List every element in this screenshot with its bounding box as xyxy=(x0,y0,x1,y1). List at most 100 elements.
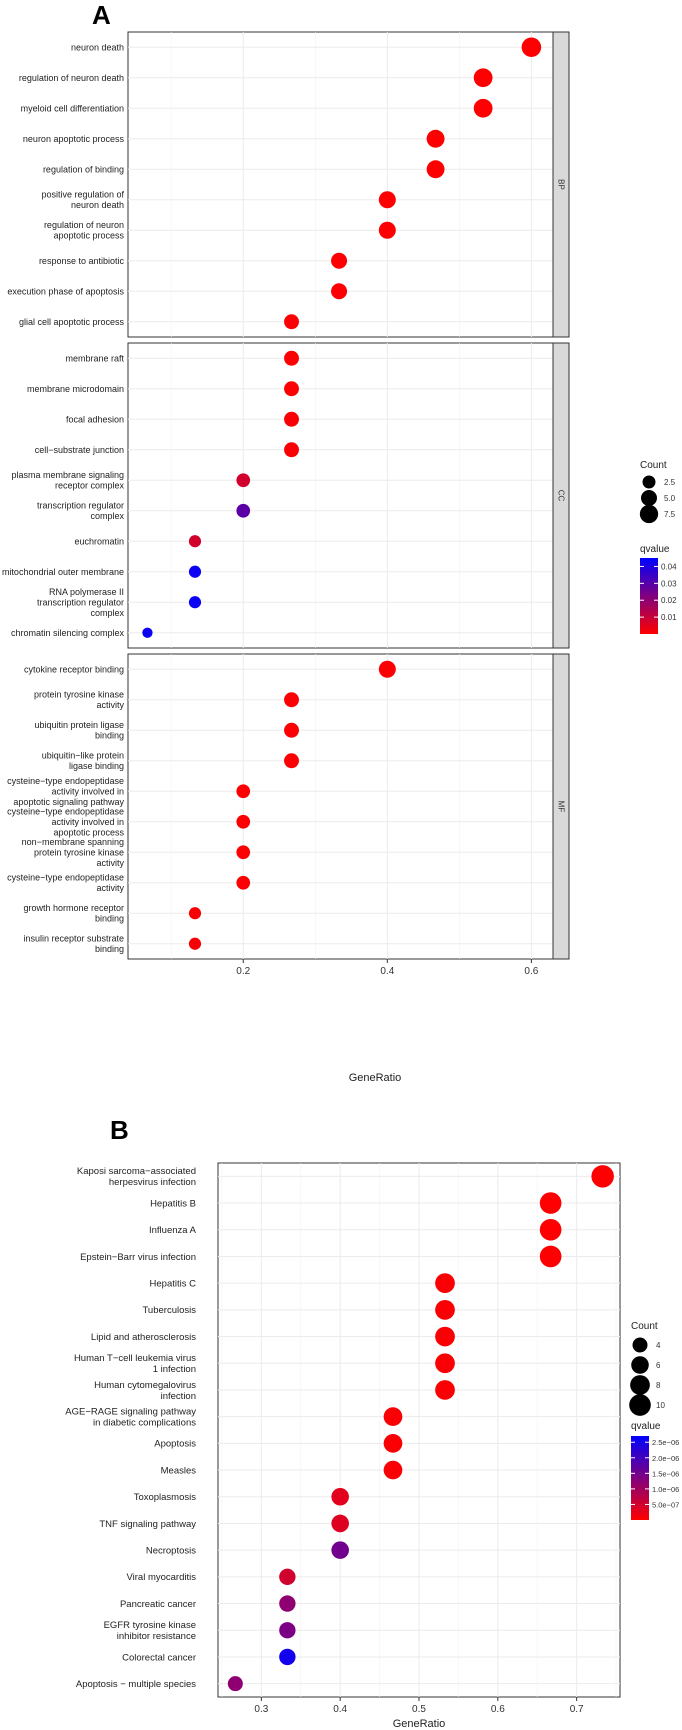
data-point xyxy=(284,692,299,708)
data-point xyxy=(188,937,202,950)
colorbar-label: 1.5e−06 xyxy=(652,1469,679,1478)
term-label: activity xyxy=(96,883,124,893)
term-label: Influenza A xyxy=(149,1225,197,1236)
size-legend-dot xyxy=(631,1356,649,1374)
term-label: infection xyxy=(161,1391,196,1402)
colorbar-label: 0.03 xyxy=(661,579,677,588)
data-point xyxy=(473,68,493,88)
data-point xyxy=(188,565,202,578)
size-legend-dot xyxy=(642,475,656,489)
data-point xyxy=(473,98,493,118)
facet-strip xyxy=(552,653,570,960)
term-label: binding xyxy=(95,914,124,924)
data-point xyxy=(236,875,251,890)
term-label: focal adhesion xyxy=(66,414,124,424)
colorbar-label: 1.0e−06 xyxy=(652,1485,679,1494)
data-point xyxy=(279,1595,296,1612)
term-label: plasma membrane signaling xyxy=(11,470,124,480)
term-label: regulation of neuron death xyxy=(19,73,124,83)
term-label: RNA polymerase II xyxy=(49,587,124,597)
term-label: positive regulation of xyxy=(41,190,124,200)
term-label: ligase binding xyxy=(69,761,124,771)
term-label: cysteine−type endopeptidase xyxy=(7,806,124,816)
facet-strip-label: BP xyxy=(557,179,566,190)
term-label: transcription regulator xyxy=(37,501,124,511)
data-point xyxy=(236,473,251,488)
data-point xyxy=(383,1407,403,1426)
panel-a: A neuron death regulation of neuron death… xyxy=(2,0,677,1084)
facet-panel xyxy=(127,342,554,649)
term-label: complex xyxy=(90,608,124,618)
data-point xyxy=(284,442,299,458)
term-label: membrane raft xyxy=(65,353,124,363)
data-point xyxy=(331,283,348,300)
term-label: regulation of neuron xyxy=(44,220,124,230)
term-label: apoptotic process xyxy=(53,231,124,241)
term-label: euchromatin xyxy=(74,536,124,546)
term-label: membrane microdomain xyxy=(27,384,124,394)
facet-strip-label: CC xyxy=(557,490,566,502)
term-label: ubiquitin−like protein xyxy=(42,751,124,761)
data-point xyxy=(331,1487,349,1506)
term-label: Pancreatic cancer xyxy=(120,1599,196,1610)
size-legend-dot xyxy=(641,490,657,506)
data-point xyxy=(284,314,299,330)
term-label: Hepatitis C xyxy=(150,1278,197,1289)
term-label: Apoptosis xyxy=(154,1439,196,1450)
term-label: cytokine receptor binding xyxy=(24,664,124,674)
panel-b-grid xyxy=(218,1163,620,1697)
data-point xyxy=(284,381,299,397)
term-label: transcription regulator xyxy=(37,597,124,607)
panel-a-size-legend-title: Count xyxy=(640,460,667,471)
data-point xyxy=(426,160,445,179)
size-legend-dot xyxy=(629,1394,651,1416)
size-legend-label: 7.5 xyxy=(664,510,676,519)
term-label: activity involved in xyxy=(51,786,124,796)
panel-b-color-legend: qvalue 5.0e−07 1.0e−06 1.5e−06 2.0e−06 2.5e−… xyxy=(631,1421,679,1520)
term-label: Lipid and atherosclerosis xyxy=(91,1332,196,1343)
term-label: herpesvirus infection xyxy=(109,1177,196,1188)
data-point xyxy=(591,1165,614,1188)
term-label: Kaposi sarcoma−associated xyxy=(77,1166,196,1177)
colorbar-label: 5.0e−07 xyxy=(652,1500,679,1509)
term-label: protein tyrosine kinase xyxy=(34,690,124,700)
panel-a-size-legend: Count 2.5 5.0 7.5 xyxy=(639,460,676,524)
x-tick-label: 0.6 xyxy=(491,1704,505,1715)
term-label: insulin receptor substrate xyxy=(23,934,124,944)
term-label: non−membrane spanning xyxy=(22,837,124,847)
term-label: complex xyxy=(90,511,124,521)
term-label: protein tyrosine kinase xyxy=(34,847,124,857)
panel-b-size-legend-title: Count xyxy=(631,1321,658,1332)
term-label: neuron apoptotic process xyxy=(23,134,125,144)
term-label: glial cell apoptotic process xyxy=(19,317,125,327)
panel-a-color-legend: qvalue 0.01 0.02 0.03 0.04 xyxy=(640,544,677,634)
size-legend-dot xyxy=(630,1375,650,1395)
term-label: receptor complex xyxy=(55,481,125,491)
x-tick-label: 0.3 xyxy=(254,1704,268,1715)
facet-panel xyxy=(127,653,554,960)
panel-a-x-axis-label: GeneRatio xyxy=(349,1072,402,1084)
term-label: in diabetic complications xyxy=(93,1417,196,1428)
data-point xyxy=(378,221,396,239)
data-point xyxy=(236,814,251,829)
data-point xyxy=(539,1192,562,1214)
term-label: cysteine−type endopeptidase xyxy=(7,873,124,883)
data-point xyxy=(279,1622,296,1639)
term-label: 1 infection xyxy=(153,1364,196,1375)
x-tick-label: 0.6 xyxy=(524,966,538,977)
x-tick-label: 0.4 xyxy=(333,1704,347,1715)
data-point xyxy=(539,1218,562,1241)
term-label: cysteine−type endopeptidase xyxy=(7,776,124,786)
x-tick-label: 0.7 xyxy=(570,1704,584,1715)
data-point xyxy=(331,252,348,269)
data-point xyxy=(236,784,251,799)
data-point xyxy=(284,350,299,366)
panel-b-x-axis-label: GeneRatio xyxy=(393,1718,446,1730)
term-label: Human T−cell leukemia virus xyxy=(74,1353,196,1364)
term-label: response to antibiotic xyxy=(39,256,125,266)
term-label: neuron death xyxy=(71,200,124,210)
size-legend-dot xyxy=(639,504,659,524)
